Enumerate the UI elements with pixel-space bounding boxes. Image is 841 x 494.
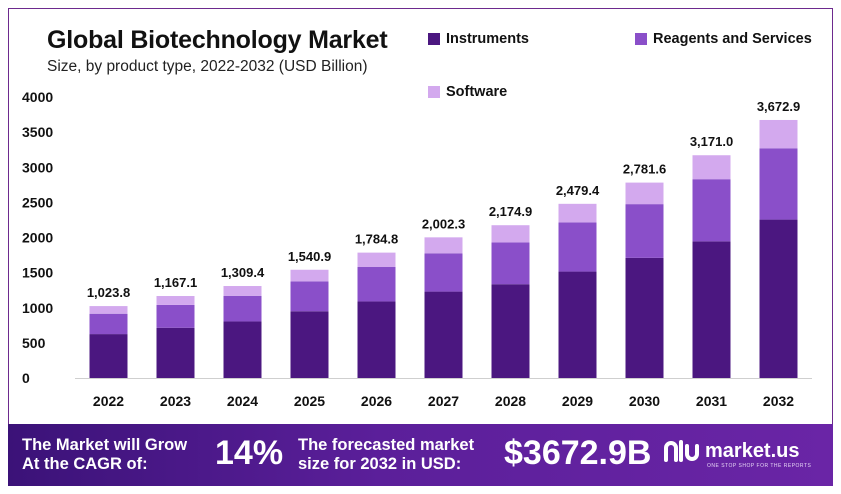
y-tick-label: 0: [22, 370, 30, 386]
forecast-caption: The forecasted market size for 2032 in U…: [298, 436, 474, 474]
bar-instruments-2026: [357, 301, 396, 378]
bar-instruments-2024: [223, 321, 262, 378]
x-tick-label: 2031: [696, 393, 727, 409]
data-label: 1,309.4: [221, 265, 265, 280]
x-tick-label: 2028: [495, 393, 526, 409]
data-label: 2,479.4: [556, 183, 600, 198]
bar-software-2030: [625, 182, 664, 205]
x-tick-label: 2023: [160, 393, 191, 409]
data-label: 1,167.1: [154, 275, 197, 290]
bar-software-2023: [156, 296, 195, 305]
y-tick-label: 3000: [22, 159, 53, 175]
bar-software-2029: [558, 203, 597, 223]
data-label: 2,002.3: [422, 216, 465, 231]
x-tick-label: 2026: [361, 393, 392, 409]
bar-instruments-2030: [625, 257, 664, 378]
bar-reagents-and-services-2030: [625, 204, 664, 258]
data-label: 1,023.8: [87, 285, 130, 300]
bar-software-2032: [759, 119, 798, 149]
bar-reagents-and-services-2029: [558, 222, 597, 272]
data-label: 3,672.9: [757, 99, 800, 114]
bar-reagents-and-services-2026: [357, 267, 396, 302]
x-tick-label: 2025: [294, 393, 325, 409]
x-tick-label: 2032: [763, 393, 794, 409]
forecast-value: $3672.9B: [504, 434, 652, 472]
data-label: 2,781.6: [623, 162, 666, 177]
bar-instruments-2022: [89, 334, 128, 378]
x-tick-label: 2029: [562, 393, 593, 409]
legend-swatch-instruments: [428, 33, 440, 45]
footer-banner: The Market will Grow At the CAGR of: 14%…: [8, 424, 833, 486]
legend-item-software: Software: [428, 84, 507, 100]
y-tick-label: 2000: [22, 230, 53, 246]
cagr-caption-line2: At the CAGR of:: [22, 455, 148, 473]
bar-instruments-2029: [558, 271, 597, 378]
y-tick-label: 2500: [22, 194, 53, 210]
logo-text: market.us: [705, 439, 800, 462]
bar-software-2027: [424, 237, 463, 254]
bar-reagents-and-services-2025: [290, 281, 329, 312]
cagr-caption: The Market will Grow At the CAGR of:: [22, 436, 187, 474]
bar-reagents-and-services-2024: [223, 295, 262, 322]
market-us-logo-icon: [664, 440, 699, 462]
cagr-value: 14%: [215, 434, 284, 472]
forecast-caption-line1: The forecasted market: [298, 436, 475, 454]
bar-software-2024: [223, 286, 262, 296]
market-us-logo: market.us ONE STOP SHOP FOR THE REPORTS: [663, 438, 811, 469]
chart-subtitle: Size, by product type, 2022-2032 (USD Bi…: [47, 58, 368, 75]
bar-reagents-and-services-2031: [692, 179, 731, 242]
cagr-caption-line1: The Market will Grow: [22, 436, 188, 454]
stacked-bar-chart: 0 500 1000 1500 2000 2500 3000 3500 4000 1,023.8 2…: [22, 89, 812, 409]
y-tick-label: 1000: [22, 300, 53, 316]
x-tick-label: 2024: [227, 393, 258, 409]
data-label: 1,784.8: [355, 232, 398, 247]
legend-item-reagents: Reagents and Services: [635, 31, 812, 47]
x-tick-label: 2030: [629, 393, 660, 409]
bar-reagents-and-services-2022: [89, 313, 128, 335]
logo-tagline: ONE STOP SHOP FOR THE REPORTS: [707, 463, 812, 469]
data-label: 1,540.9: [288, 249, 331, 264]
bar-instruments-2027: [424, 291, 463, 378]
legend-item-instruments: Instruments: [428, 31, 529, 47]
legend-label-software: Software: [446, 84, 508, 100]
bar-software-2026: [357, 252, 396, 268]
bar-software-2022: [89, 306, 128, 314]
chart-title: Global Biotechnology Market: [47, 26, 388, 54]
legend-label-instruments: Instruments: [446, 31, 529, 47]
bar-reagents-and-services-2032: [759, 148, 798, 220]
bar-reagents-and-services-2023: [156, 304, 195, 328]
bar-software-2025: [290, 269, 329, 282]
x-tick-label: 2022: [93, 393, 124, 409]
data-label: 2,174.9: [489, 204, 532, 219]
bar-reagents-and-services-2027: [424, 253, 463, 292]
bar-instruments-2025: [290, 311, 329, 378]
y-tick-label: 3500: [22, 124, 53, 140]
legend-label-reagents: Reagents and Services: [653, 31, 812, 47]
legend-swatch-reagents: [635, 33, 647, 45]
bar-instruments-2031: [692, 241, 731, 378]
y-tick-label: 1500: [22, 265, 53, 281]
forecast-caption-line2: size for 2032 in USD:: [298, 455, 462, 473]
bar-reagents-and-services-2028: [491, 242, 530, 285]
y-tick-label: 4000: [22, 89, 53, 105]
bar-instruments-2023: [156, 327, 195, 378]
bar-instruments-2028: [491, 284, 530, 378]
legend-swatch-software: [428, 86, 440, 98]
bar-software-2031: [692, 155, 731, 180]
y-tick-label: 500: [22, 335, 46, 351]
bar-software-2028: [491, 225, 530, 243]
bar-instruments-2032: [759, 219, 798, 378]
data-label: 3,171.0: [690, 134, 733, 149]
x-tick-label: 2027: [428, 393, 459, 409]
